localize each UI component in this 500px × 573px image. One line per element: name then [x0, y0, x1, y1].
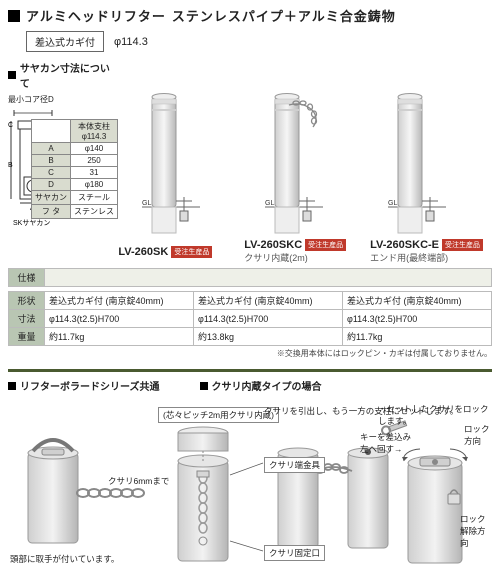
model-cell: LV-260SK受注生産品 [114, 246, 240, 258]
model-code: LV-260SKC-E [370, 239, 439, 251]
model-sub: クサリ内蔵(2m) [244, 251, 366, 264]
spec-cell: φ114.3(t2.5)H700 [45, 310, 194, 328]
lower-diagram-area: 頭部に取手が付いています。 クサリ6mmまで (芯々ピッチ2m用クサリ内蔵) ク… [8, 403, 492, 573]
product-posts: GL GL GL [124, 60, 492, 237]
callout-key: キーを差込み 左へ回す→ [360, 431, 411, 455]
callout-pitch: (芯々ピッチ2m用クサリ内蔵) [158, 407, 279, 423]
model-sub: エンド用(最終端部) [370, 251, 492, 264]
model-code: LV-260SKC [244, 239, 302, 251]
post-col: GL [253, 87, 363, 237]
callout-handle: 頭部に取手が付いています。 [10, 553, 119, 565]
sleeve-title-text: サヤカン寸法について [20, 60, 118, 90]
spec-table-body: 形状差込式カギ付 (南京錠40mm)差込式カギ付 (南京錠40mm)差込式カギ付… [8, 291, 492, 346]
spec-row-label: 重量 [9, 328, 45, 346]
spec-cell: 約11.7kg [45, 328, 194, 346]
model-cell: LV-260SKC-E受注生産品エンド用(最終端部) [366, 239, 492, 264]
title-bullet [8, 10, 20, 22]
spec-cell: φ114.3(t2.5)H700 [194, 310, 343, 328]
spec-cell: 差込式カギ付 (南京錠40mm) [45, 292, 194, 310]
title-product: アルミヘッドリフター [26, 6, 166, 25]
lower-title-right: クサリ内蔵タイプの場合 [200, 378, 322, 393]
svg-text:GL: GL [265, 200, 274, 207]
title-row: アルミヘッドリフター ステンレスパイプ＋アルミ合金鋳物 [8, 6, 492, 25]
post-col: GL [130, 87, 240, 237]
spec-cell: 約13.8kg [194, 328, 343, 346]
callout-chain6: クサリ6mmまで [108, 475, 169, 487]
callout-unlock: ロック 解除方向 [460, 513, 492, 549]
model-code: LV-260SK [118, 246, 168, 258]
spec-row-label: 形状 [9, 292, 45, 310]
lower-svg [8, 403, 492, 573]
spec-cell: 差込式カギ付 (南京錠40mm) [343, 292, 492, 310]
option-label: 差込式カギ付 [26, 31, 104, 52]
callout-lockdir: ロック方向 [464, 423, 492, 447]
svg-text:B: B [8, 162, 13, 169]
spec-footnote: ※交換用本体にはロックピン・カギは付属しておりません。 [8, 348, 492, 359]
svg-text:C: C [8, 122, 13, 129]
bullet-icon [8, 71, 16, 79]
spec-row-label: 寸法 [9, 310, 45, 328]
callout-term: クサリ端金具 [264, 457, 325, 473]
spec-table: 仕様 [8, 268, 492, 287]
title-material: ステンレスパイプ＋アルミ合金鋳物 [172, 6, 396, 25]
sleeve-diagram: B C A SKサヤカン 本体支柱 φ114.3 Aφ140 B250 C31 … [8, 107, 118, 237]
badge: 受注生産品 [442, 239, 483, 251]
svg-text:GL: GL [142, 200, 151, 207]
sleeve-section-title: サヤカン寸法について [8, 60, 118, 90]
sk-sayakan-label: SKサヤカン [13, 219, 50, 227]
section-divider [8, 369, 492, 372]
spec-cell: 差込式カギ付 (南京錠40mm) [194, 292, 343, 310]
model-row: LV-260SK受注生産品LV-260SKC受注生産品クサリ内蔵(2m)LV-2… [8, 239, 492, 264]
spec-cell: φ114.3(t2.5)H700 [343, 310, 492, 328]
spec-header: 仕様 [9, 269, 45, 287]
min-core-label: 最小コア径D [8, 94, 118, 105]
badge: 受注生産品 [171, 246, 212, 258]
svg-text:GL: GL [388, 200, 397, 207]
post-col: GL [376, 87, 486, 237]
callout-fix: クサリ固定口 [264, 545, 325, 561]
option-row: 差込式カギ付 φ114.3 [26, 31, 492, 52]
dimension-table: 本体支柱 φ114.3 Aφ140 B250 C31 Dφ180 サヤカンスチー… [31, 119, 118, 219]
lower-title-left: リフターボラードシリーズ共通 [8, 378, 160, 393]
spec-cell: 約11.7kg [343, 328, 492, 346]
badge: 受注生産品 [305, 239, 346, 251]
model-cell: LV-260SKC受注生産品クサリ内蔵(2m) [240, 239, 366, 264]
diameter-label: φ114.3 [114, 36, 148, 48]
